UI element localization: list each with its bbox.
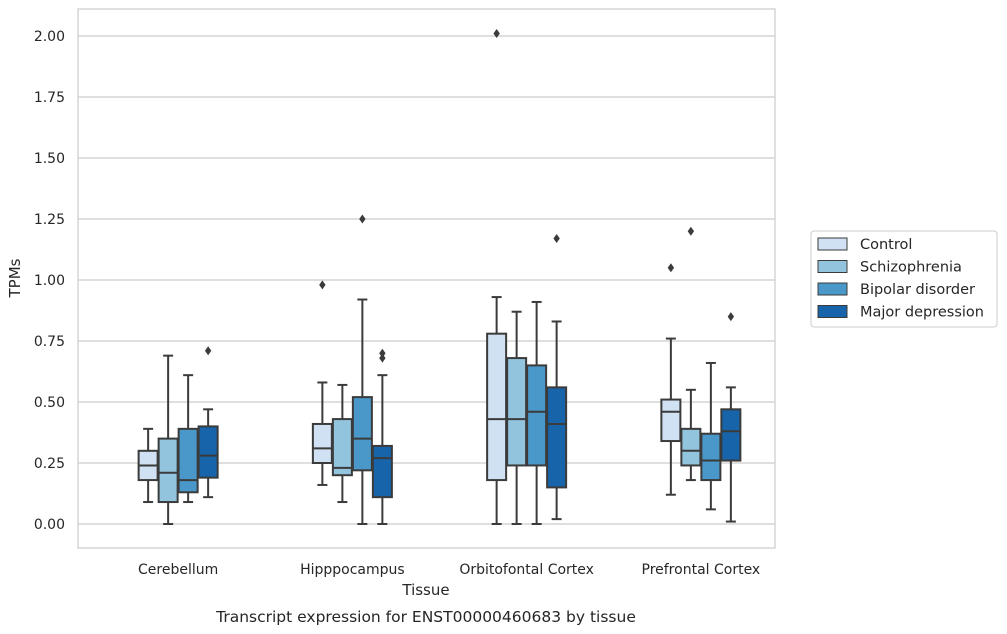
box-iqr <box>197 425 219 479</box>
legend-swatch <box>817 282 848 296</box>
legend: Control Schizophrenia Bipolar disorder Majo… <box>810 230 998 328</box>
legend-frame <box>810 230 998 328</box>
y-tick-label: 1.75 <box>34 90 65 106</box>
legend-label: Schizophrenia <box>860 260 962 276</box>
box-iqr <box>526 364 548 467</box>
box-bipolar-disorder-1 <box>351 214 373 525</box>
box-iqr <box>177 427 199 494</box>
box-iqr <box>371 444 393 499</box>
box-bipolar-disorder-2 <box>526 300 548 525</box>
outlier-point <box>553 234 560 244</box>
outlier-point <box>379 348 386 358</box>
box-schizophrenia-3 <box>680 226 702 482</box>
outlier-point <box>359 214 366 224</box>
legend-swatch <box>817 260 848 273</box>
box-iqr <box>351 396 373 472</box>
y-tick-label: 0.25 <box>34 456 65 472</box>
y-tick-label: 0.75 <box>34 334 65 350</box>
y-tick-label: 1.50 <box>34 151 65 167</box>
box-iqr <box>311 422 333 464</box>
box-iqr <box>331 418 353 477</box>
x-tick-label: Prefrontal Cortex <box>642 562 761 578</box>
legend-swatch <box>817 237 848 251</box>
legend-label: Bipolar disorder <box>860 282 975 298</box>
box-control-3 <box>660 263 682 496</box>
legend-label: Major depression <box>860 305 984 321</box>
y-tick-label: 0.50 <box>34 395 65 411</box>
box-schizophrenia-0 <box>157 354 179 525</box>
outlier-point <box>667 263 675 273</box>
outlier-point <box>319 280 326 290</box>
box-major-depression-1 <box>371 348 393 525</box>
box-major-depression-3 <box>720 312 742 523</box>
y-tick-label: 1.00 <box>34 273 65 289</box>
box-iqr <box>486 332 508 482</box>
outlier-point <box>379 353 386 363</box>
outlier-point <box>687 226 695 236</box>
box-iqr <box>506 357 528 467</box>
boxes <box>137 29 742 525</box>
box-control-0 <box>137 427 159 504</box>
box-control-1 <box>311 280 333 486</box>
box-major-depression-0 <box>197 346 219 499</box>
y-axis-label: TPMs <box>6 258 24 298</box>
y-tick-label: 1.25 <box>34 212 65 228</box>
y-axis-ticks: 0.00 0.25 0.50 0.75 1.00 1.25 1.50 1.75 2.00 <box>34 29 65 533</box>
box-iqr <box>700 432 722 482</box>
box-iqr <box>546 386 568 489</box>
y-tick-label: 2.00 <box>34 29 65 45</box>
box-iqr <box>720 408 742 462</box>
legend-label: Control <box>860 237 912 253</box>
outlier-point <box>493 29 500 39</box>
legend-swatch <box>817 305 848 318</box>
box-major-depression-2 <box>546 234 568 521</box>
y-tick-label: 0.00 <box>34 517 65 533</box>
x-tick-label: Hipppocampus <box>300 562 405 578</box>
outlier-point <box>204 346 212 356</box>
box-iqr <box>157 437 179 504</box>
x-axis-ticks: Cerebellum Hipppocampus Orbitofontal Corte… <box>138 562 760 578</box>
chart-caption: Transcript expression for ENST0000046068… <box>215 608 636 626</box>
x-tick-label: Cerebellum <box>138 562 218 578</box>
box-iqr <box>660 398 682 443</box>
box-bipolar-disorder-0 <box>177 374 199 504</box>
x-tick-label: Orbitofontal Cortex <box>459 562 594 578</box>
outlier-point <box>727 312 735 322</box>
x-axis-label: Tissue <box>401 581 449 599</box>
box-iqr <box>680 427 702 467</box>
